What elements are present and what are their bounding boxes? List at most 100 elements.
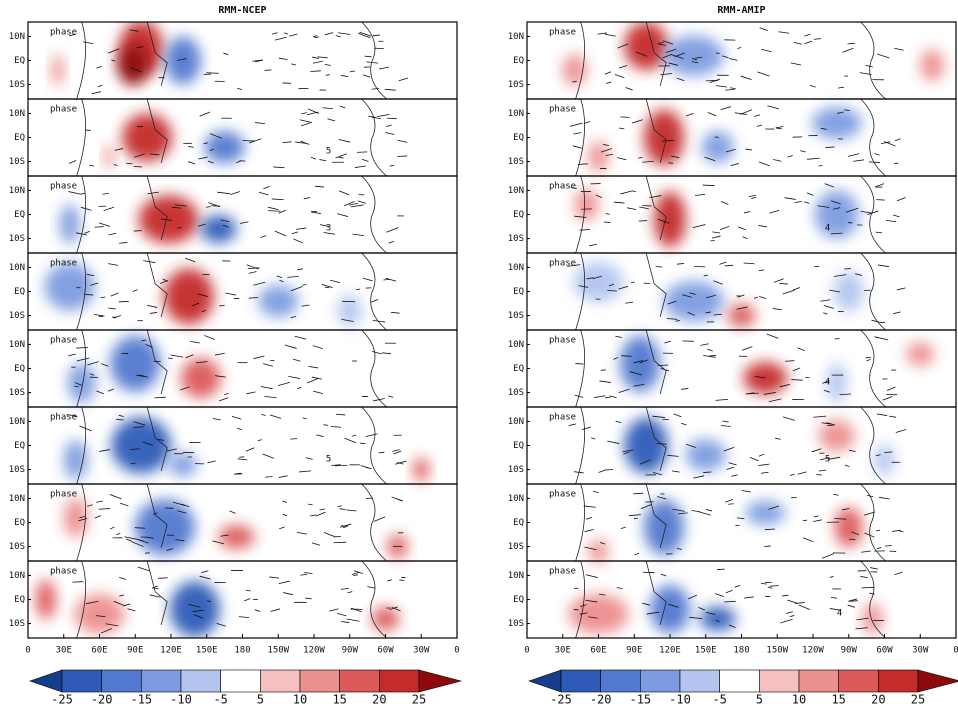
y-tick-label: EQ [14, 364, 25, 374]
wind-vector [751, 197, 756, 198]
wind-vector [330, 280, 340, 283]
wind-vector [721, 107, 731, 110]
wind-vector [776, 127, 784, 128]
wind-vector [255, 610, 260, 612]
colorbar-segment [640, 670, 680, 692]
wind-vector [275, 37, 287, 40]
colorbar-tick-label: -5 [712, 693, 726, 707]
wind-vector [327, 119, 335, 121]
wind-vector [703, 472, 711, 473]
wind-vector [206, 73, 218, 74]
wind-vector [206, 206, 210, 207]
wind-vector [584, 506, 596, 507]
y-tick-label: EQ [513, 364, 524, 374]
phase-label: phase [549, 490, 576, 500]
y-tick-label: 10N [508, 417, 524, 427]
wind-vector [294, 239, 304, 243]
wind-vector [686, 113, 693, 116]
wind-vector [305, 598, 312, 599]
wind-vector [639, 207, 649, 209]
wind-vector [847, 43, 855, 44]
anomaly-blob [906, 342, 934, 366]
anomaly-blob [181, 358, 221, 398]
colorbar-segment [102, 670, 142, 692]
wind-vector [311, 212, 320, 213]
wind-vector [853, 160, 863, 162]
wind-vector [615, 75, 625, 78]
wind-vector [265, 70, 272, 71]
x-tick-label: 180 [234, 646, 250, 656]
row-frame [28, 407, 457, 484]
phase-label: phase [50, 567, 77, 577]
wind-vector [743, 237, 748, 239]
x-tick-label: 30E [56, 646, 72, 656]
wind-vector [895, 139, 901, 141]
wind-vector [393, 451, 401, 454]
y-tick-label: 10N [508, 263, 524, 273]
wind-vector [594, 396, 605, 398]
wind-vector [188, 147, 194, 148]
wind-vector [667, 455, 678, 456]
wind-vector [831, 598, 837, 599]
wind-vector [397, 499, 402, 501]
wind-vector [295, 336, 307, 339]
y-tick-label: EQ [14, 56, 25, 66]
anomaly-blob [75, 594, 125, 634]
coastline [362, 484, 387, 561]
wind-vector [737, 48, 741, 49]
wind-vector [606, 213, 610, 214]
wind-vector [253, 282, 265, 285]
wind-vector [69, 192, 81, 195]
wind-vector [338, 506, 342, 507]
wind-vector [313, 391, 323, 393]
wind-vector [188, 162, 195, 164]
wind-vector [301, 113, 306, 114]
wind-vector [109, 233, 117, 235]
wind-vector [677, 78, 685, 81]
y-tick-label: EQ [513, 518, 524, 528]
wind-vector [631, 282, 635, 283]
colorbar-tick-label: -10 [170, 693, 192, 707]
wind-vector [325, 64, 331, 65]
x-tick-label: 90E [626, 646, 642, 656]
wind-vector [693, 476, 704, 478]
wind-vector [775, 438, 780, 439]
wind-vector [805, 41, 812, 44]
wind-vector [279, 280, 283, 281]
wind-vector [379, 67, 389, 69]
colorbar-segment [260, 670, 300, 692]
wind-vector [721, 201, 729, 204]
y-tick-label: 10S [9, 388, 25, 398]
wind-vector [621, 527, 626, 528]
x-tick-label: 0 [25, 646, 30, 656]
wind-vector [337, 613, 346, 615]
wind-vector [713, 281, 722, 285]
row-frame [28, 22, 457, 99]
wind-vector [613, 358, 617, 360]
wind-vector [102, 193, 108, 194]
wind-vector [790, 474, 795, 475]
wind-vector [727, 467, 734, 469]
wind-vector [99, 223, 110, 227]
colorbar-segment [221, 670, 261, 692]
wind-vector [729, 59, 737, 61]
wind-vector [619, 65, 627, 68]
wind-vector [795, 201, 802, 203]
wind-vector [677, 263, 684, 264]
wind-vector [352, 234, 364, 235]
wind-vector [804, 34, 810, 36]
anomaly-blob [338, 295, 362, 327]
wind-vector [819, 470, 826, 471]
x-tick-label: 0 [454, 646, 459, 656]
colorbar-extend-high [419, 670, 461, 692]
row-frame [527, 330, 956, 407]
y-tick-label: EQ [14, 595, 25, 605]
wind-vector [883, 397, 893, 401]
wind-vector [108, 308, 115, 309]
colorbar-segment [878, 670, 918, 692]
wind-vector [614, 202, 625, 203]
wind-vector [866, 359, 870, 361]
wind-vector [111, 293, 119, 296]
y-tick-label: EQ [513, 287, 524, 297]
wind-vector [318, 57, 328, 58]
